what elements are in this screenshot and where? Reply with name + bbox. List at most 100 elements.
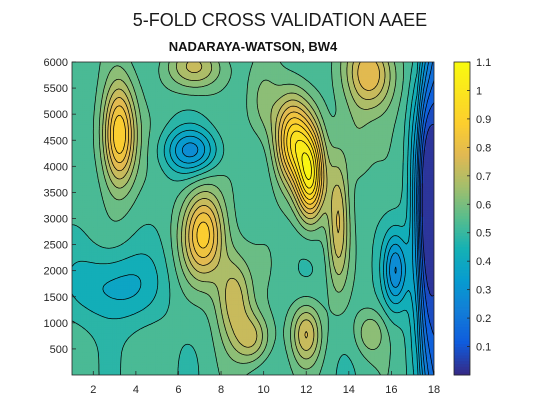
contour-cell [321,343,324,347]
contour-cell [250,349,254,353]
contour-cell [229,335,233,338]
contour-cell [340,339,343,342]
contour-cell [161,368,164,372]
contour-cell [253,318,256,322]
contour-cell [280,366,284,370]
contour-cell [195,341,198,345]
contour-cell [306,372,309,375]
contour-cell [325,362,328,365]
contour-cell [238,349,241,353]
contour-cell [167,331,171,334]
contour-cell [340,324,343,328]
contour-cell [325,320,328,324]
contour-cell [402,343,405,347]
contour-cell [120,324,124,328]
contour-cell [393,324,397,328]
contour-cell [125,370,128,374]
contour-cell [101,320,105,324]
contour-cell [327,343,331,347]
contour-cell [214,327,218,330]
contour-cell [289,327,292,330]
contour-cell [395,316,399,320]
contour-cell [404,364,407,368]
contour-cell [180,354,184,357]
contour-cell [172,333,175,336]
contour-cell [329,331,333,334]
contour-cell [295,368,299,372]
contour-cell [146,322,150,326]
contour-cell [108,347,111,351]
contour-cell [259,370,262,374]
contour-cell [78,341,81,345]
contour-cell [210,327,213,330]
contour-cell [312,372,316,375]
contour-cell [142,343,145,347]
contour-cell [93,347,96,351]
contour-cell [178,349,181,353]
contour-cell [155,345,158,349]
contour-cell [97,352,101,355]
contour-cell [163,360,167,363]
contour-cell [140,343,143,347]
contour-cell [212,327,216,330]
contour-cell [291,347,294,351]
contour-cell [310,331,313,334]
contour-cell [263,324,267,328]
contour-cell [412,339,416,342]
contour-cell [427,360,431,363]
contour-cell [140,349,143,353]
contour-cell [214,333,218,336]
contour-cell [353,314,356,317]
contour-cell [267,339,271,342]
contour-cell [167,322,171,326]
contour-cell [287,370,290,374]
contour-cell [350,352,354,355]
contour-cell [214,318,218,322]
contour-cell [133,343,137,347]
contour-cell [233,349,237,353]
contour-cell [346,333,350,336]
contour-cell [84,333,88,336]
contour-cell [380,324,384,328]
contour-cell [235,347,239,351]
contour-cell [199,345,203,349]
contour-cell [199,314,203,317]
contour-cell [99,320,103,324]
contour-cell [120,327,124,330]
contour-cell [353,339,356,342]
contour-cell [314,314,318,317]
contour-cell [223,352,226,355]
contour-cell [138,327,141,330]
contour-cell [287,345,290,349]
contour-cell [86,327,90,330]
contour-cell [312,358,316,361]
contour-cell [295,322,299,326]
contour-cell [216,341,220,345]
contour-cell [101,316,105,320]
contour-cell [410,324,414,328]
contour-cell [103,366,107,370]
contour-cell [133,347,137,351]
contour-cell [233,316,237,320]
contour-cell [240,366,243,370]
contour-cell [114,372,118,375]
contour-cell [246,341,250,345]
contour-cell [419,358,422,361]
contour-cell [380,331,384,334]
contour-cell [201,333,205,336]
contour-cell [172,331,175,334]
contour-cell [419,364,422,368]
contour-cell [312,341,316,345]
contour-cell [78,354,81,357]
contour-cell [129,312,132,315]
contour-cell [431,349,434,353]
contour-cell [287,341,290,345]
contour-cell [80,368,83,372]
contour-cell [327,360,331,363]
contour-cell [155,329,158,332]
contour-cell [272,366,275,370]
contour-cell [367,341,371,345]
contour-cell [338,314,341,317]
contour-cell [350,356,354,359]
contour-cell [344,358,348,361]
